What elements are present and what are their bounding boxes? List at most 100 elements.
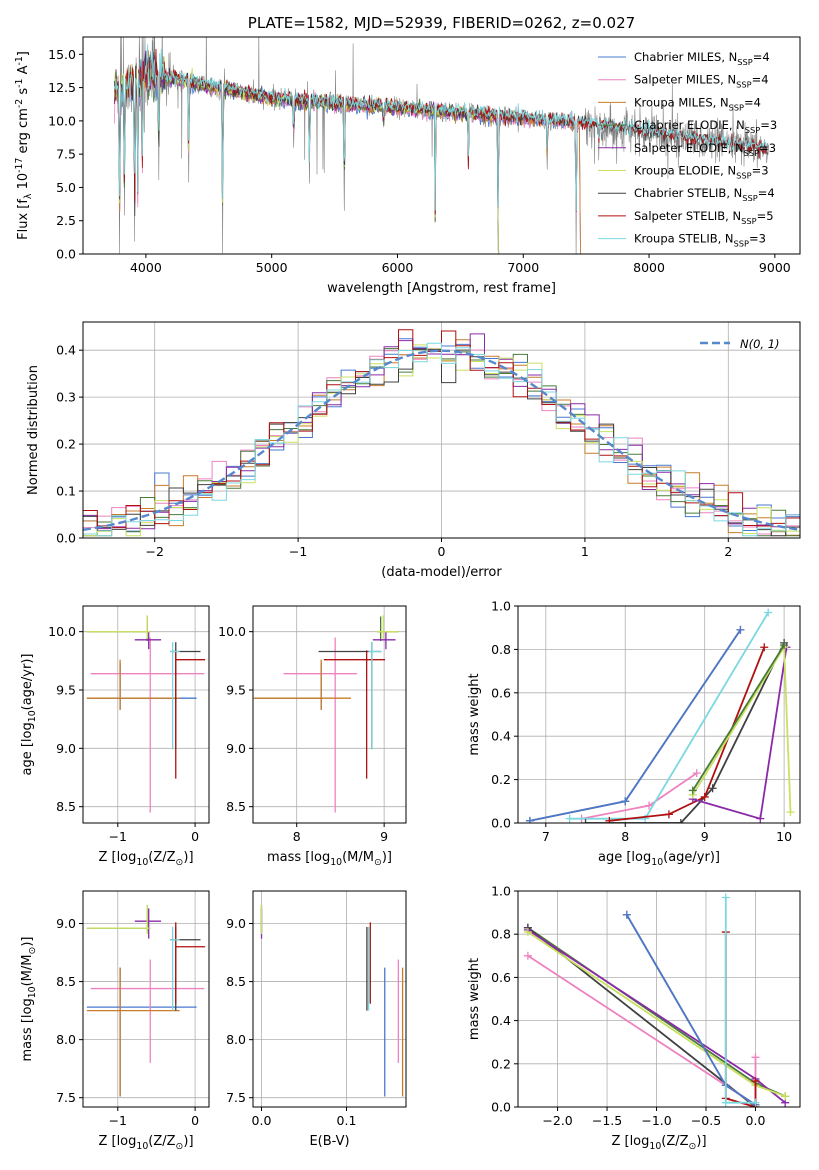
y-tick-label: 0.4 bbox=[491, 1013, 511, 1028]
mass_vs_Z-frame bbox=[82, 890, 210, 1108]
error-bar-point bbox=[90, 637, 205, 813]
error-bar-point bbox=[86, 616, 151, 641]
model-spectrum-line bbox=[114, 59, 581, 254]
mass-weight-line bbox=[626, 914, 756, 1106]
residuals-plot-area bbox=[83, 329, 800, 537]
y-tick-label: 8.0 bbox=[56, 1032, 76, 1047]
mass-weight-marker bbox=[721, 893, 730, 902]
spectrum-xlabel: wavelength [Angstrom, rest frame] bbox=[327, 281, 556, 296]
mass-weight-series bbox=[565, 608, 773, 823]
mass-weight-marker bbox=[708, 784, 717, 793]
legend-label: Salpeter MILES, NSSP=4 bbox=[634, 73, 769, 90]
residuals-ylabel: Normed distribution bbox=[26, 365, 41, 495]
y-tick-label: 7.5 bbox=[226, 1090, 246, 1105]
age_vs_Z-plot-area bbox=[86, 615, 206, 813]
spectrum-axes: 4000 5000 6000 7000 8000 9000 0.0 2.5 5.0 7.5 10.0… bbox=[14, 14, 801, 296]
x-tick-label: −2.0 bbox=[542, 1113, 572, 1128]
y-tick-label: 5.0 bbox=[56, 180, 76, 195]
y-tick-label: 8.5 bbox=[56, 799, 76, 814]
mass-weight-marker bbox=[764, 608, 773, 617]
error-bar-point bbox=[134, 631, 162, 650]
x-tick-label: 0.0 bbox=[252, 1113, 272, 1128]
y-tick-label: 0.8 bbox=[491, 927, 511, 942]
y-tick-label: 1.0 bbox=[491, 884, 511, 899]
error-bar-point bbox=[175, 650, 206, 779]
y-tick-label: 2.5 bbox=[56, 213, 76, 228]
x-tick-label: 0.1 bbox=[337, 1113, 357, 1128]
x-tick-label: 8 bbox=[621, 829, 629, 844]
x-tick-label: 7000 bbox=[507, 260, 539, 275]
x-tick-label: −0.5 bbox=[691, 1113, 721, 1128]
y-tick-label: 9.0 bbox=[226, 916, 246, 931]
age_vs_mass-xlabel: mass [log10(M/M⊙)] bbox=[267, 850, 392, 868]
mass-weight-marker bbox=[692, 769, 701, 778]
y-tick-label: 0.4 bbox=[491, 729, 511, 744]
mass-weight-series bbox=[525, 625, 745, 823]
spectrum-frame bbox=[82, 36, 801, 255]
y-tick-label: 8.5 bbox=[56, 974, 76, 989]
error-bar-point bbox=[283, 637, 358, 813]
spectrum-ylabel: Flux [fλ 10-17 erg cm-2 s-1 A-1] bbox=[14, 51, 34, 240]
mass_weight_vs_Z-plot-area bbox=[523, 893, 790, 1107]
mass-weight-marker bbox=[736, 625, 745, 634]
mass-weight-line bbox=[626, 914, 756, 1106]
y-tick-label: 10.0 bbox=[218, 624, 246, 639]
mass_weight_vs_Z-ylabel: mass weight bbox=[467, 958, 482, 1040]
error-bar-point bbox=[86, 615, 151, 639]
mass_vs_Z-axes: −1 0 7.5 8.0 8.5 9.0 Z [log10(Z/Z⊙)] mass [log1… bbox=[20, 890, 210, 1152]
y-tick-label: 0.0 bbox=[56, 531, 76, 546]
mass-weight-marker bbox=[751, 1077, 760, 1086]
residuals-axes: −2 −1 0 1 2 0.0 0.1 0.2 0.3 0.4 (data-model)/error… bbox=[26, 321, 801, 580]
residuals-xlabel: (data-model)/error bbox=[381, 565, 502, 580]
mass_vs_ebv-plot-area bbox=[260, 904, 404, 1097]
legend-label: N(0, 1) bbox=[740, 337, 780, 351]
mass-weight-series bbox=[581, 638, 789, 823]
mass_vs_ebv-grid bbox=[253, 891, 406, 1107]
x-tick-label: 7 bbox=[542, 829, 550, 844]
legend-label: Kroupa ELODIE, NSSP=3 bbox=[634, 164, 769, 181]
mass-weight-marker bbox=[523, 951, 532, 960]
error-bar-point bbox=[323, 650, 386, 779]
error-bar-point bbox=[253, 663, 323, 710]
mass-weight-marker bbox=[605, 816, 614, 823]
spectrum-plot-area bbox=[114, 37, 769, 254]
y-tick-label: 0.1 bbox=[56, 484, 76, 499]
mass-weight-marker bbox=[622, 910, 631, 919]
model-spectrum-line bbox=[114, 60, 500, 254]
mass_weight_vs_age-plot-area bbox=[525, 608, 795, 823]
y-tick-label: 0.2 bbox=[56, 437, 76, 452]
age_vs_Z-ylabel: age [log10(age/yr)] bbox=[20, 654, 38, 776]
mass_vs_Z-ylabel: mass [log10(M/M⊙)] bbox=[20, 937, 38, 1062]
x-tick-label: 0 bbox=[191, 829, 199, 844]
x-tick-label: −2 bbox=[145, 544, 163, 559]
y-tick-label: 0.0 bbox=[491, 1100, 511, 1115]
x-tick-label: 4000 bbox=[130, 260, 162, 275]
mass-weight-marker bbox=[676, 819, 685, 823]
residuals-frame bbox=[82, 321, 801, 539]
x-tick-label: 0 bbox=[438, 544, 446, 559]
mass-weight-marker bbox=[688, 786, 697, 795]
mass_vs_Z-xlabel: Z [log10(Z/Z⊙)] bbox=[98, 1134, 193, 1152]
mass-weight-marker bbox=[786, 808, 795, 817]
x-tick-label: 10 bbox=[776, 829, 792, 844]
mass-weight-series bbox=[605, 643, 769, 823]
mass_weight_vs_Z-grid bbox=[518, 890, 800, 1108]
error-bar-point bbox=[368, 642, 382, 750]
legend-label: Chabrier STELIB, NSSP=4 bbox=[634, 186, 775, 203]
x-tick-label: 2 bbox=[724, 544, 732, 559]
mass-weight-marker bbox=[581, 819, 590, 823]
legend-label: Kroupa STELIB, NSSP=3 bbox=[634, 232, 766, 249]
y-tick-label: 9.0 bbox=[56, 741, 76, 756]
legend-label: Salpeter STELIB, NSSP=5 bbox=[634, 209, 774, 226]
error-bar-point bbox=[253, 659, 351, 710]
y-tick-label: 10.0 bbox=[48, 113, 76, 128]
y-tick-label: 0.2 bbox=[491, 1056, 511, 1071]
y-tick-label: 0.3 bbox=[56, 390, 76, 405]
mass-weight-series bbox=[688, 641, 789, 795]
x-tick-label: −1.0 bbox=[641, 1113, 671, 1128]
x-tick-label: −1.5 bbox=[592, 1113, 622, 1128]
y-tick-label: 0.0 bbox=[491, 816, 511, 831]
y-tick-label: 0.2 bbox=[491, 772, 511, 787]
mass-weight-marker bbox=[700, 792, 709, 801]
y-tick-label: 9.0 bbox=[226, 741, 246, 756]
